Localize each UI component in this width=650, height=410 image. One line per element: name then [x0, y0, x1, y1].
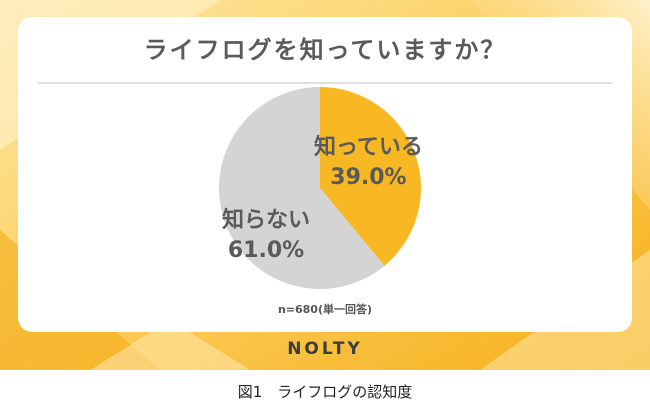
- sample-size-note: n=680(単一回答): [277, 303, 373, 316]
- slice-label-aware: 知っている 39.0%: [314, 133, 423, 193]
- title-divider: [38, 82, 612, 84]
- pie-chart: [219, 86, 421, 289]
- slice-label-unaware-name: 知らない: [222, 208, 311, 233]
- slice-label-unaware: 知らない 61.0%: [222, 206, 310, 266]
- brand-logo: NOLTY: [287, 339, 363, 359]
- slice-label-aware-name: 知っている: [314, 135, 423, 160]
- slice-label-aware-value: 39.0%: [330, 165, 407, 190]
- figure-caption: 図1 ライフログの認知度: [237, 383, 413, 401]
- chart-title: ライフログを知っていますか？: [143, 36, 507, 64]
- slice-label-unaware-value: 61.0%: [227, 238, 305, 263]
- pie-slice-aware: [320, 87, 421, 266]
- pie-slice-unaware: [219, 86, 385, 289]
